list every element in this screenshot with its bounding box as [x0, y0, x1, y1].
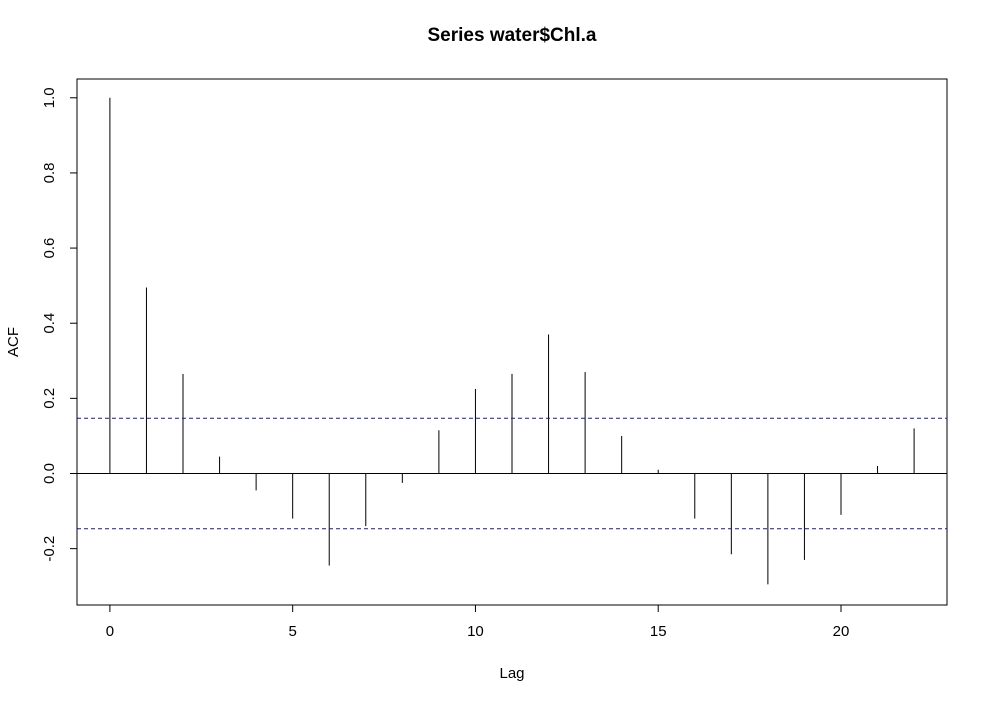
x-tick-label: 15: [650, 623, 667, 640]
x-tick-label: 0: [106, 623, 114, 640]
reference-lines: [77, 417, 947, 530]
x-axis-label: Lag: [499, 665, 524, 682]
chart-title: Series water$Chl.a: [428, 25, 597, 46]
y-tick-label: 0.4: [41, 313, 58, 334]
y-tick-label: 0.8: [41, 162, 58, 183]
x-axis: 0 5 10 15 20: [106, 604, 850, 640]
y-tick-label: 0.2: [41, 388, 58, 409]
y-tick-label: -0.2: [41, 536, 58, 562]
x-tick-label: 10: [467, 623, 484, 640]
y-tick-label: 0.6: [41, 238, 58, 259]
x-tick-label: 20: [833, 623, 850, 640]
acf-spikes: [109, 97, 915, 585]
y-tick-label: 0.0: [41, 463, 58, 484]
y-axis: -0.2 0.0 0.2 0.4 0.6 0.8 1.0: [41, 87, 78, 562]
y-tick-label: 1.0: [41, 87, 58, 108]
plot-frame: [76, 78, 948, 606]
x-tick-label: 5: [289, 623, 297, 640]
y-axis-label: ACF: [5, 327, 22, 357]
